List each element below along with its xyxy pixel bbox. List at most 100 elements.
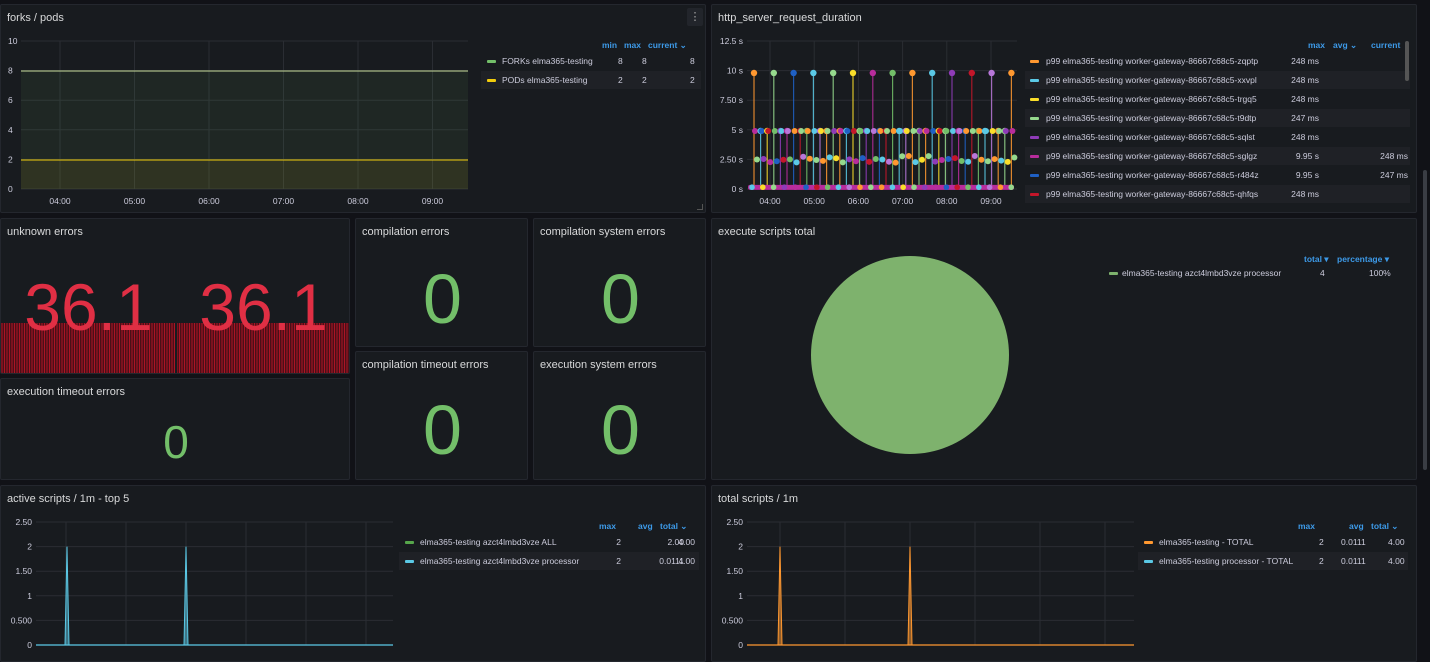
legend-header-total[interactable]: total ⌄ <box>660 521 688 531</box>
legend-header-max[interactable]: max <box>1308 40 1326 50</box>
legend-percentage: 100% <box>1369 268 1391 278</box>
legend-row-pods[interactable]: PODs elma365-testing 2 2 2 <box>481 71 701 89</box>
panel-title: compilation timeout errors <box>362 359 489 371</box>
data-point <box>771 127 778 134</box>
data-point <box>932 184 939 191</box>
pie-slice-processor[interactable] <box>811 256 1009 454</box>
legend-header-avg[interactable]: avg ⌄ <box>1333 40 1358 50</box>
data-point <box>770 69 777 77</box>
data-point <box>971 152 978 159</box>
series-spike <box>183 546 189 646</box>
data-point <box>770 184 777 191</box>
y-tick-label: 2.50 <box>726 517 743 527</box>
data-point <box>983 127 989 134</box>
legend-row[interactable]: elma365-testing azct4lmbd3vze processor 2… <box>399 552 699 570</box>
legend-row[interactable]: p99 elma365-testing worker-gateway-86667… <box>1025 90 1410 108</box>
legend-row[interactable]: p99 elma365-testing worker-gateway-86667… <box>1025 128 1410 146</box>
data-point <box>878 184 885 191</box>
legend-header-avg[interactable]: avg <box>638 521 653 531</box>
data-point <box>919 156 925 163</box>
legend-max: 248 ms <box>1291 132 1319 142</box>
legend-label: p99 elma365-testing worker-gateway-86667… <box>1046 56 1259 66</box>
y-tick-label: 7.50 s <box>720 95 743 105</box>
data-point <box>793 159 800 166</box>
legend-row[interactable]: p99 elma365-testing worker-gateway-86667… <box>1025 71 1410 89</box>
legend-row[interactable]: p99 elma365-testing worker-gateway-86667… <box>1025 147 1410 165</box>
legend-max: 2 <box>616 537 621 547</box>
page-scrollbar[interactable] <box>1423 170 1427 470</box>
data-point <box>798 127 805 134</box>
legend-header-max[interactable]: max <box>624 40 642 50</box>
legend-header-current[interactable]: current <box>1371 40 1401 50</box>
forks-pods-panel: forks / pods ⋮ 10 8 6 4 2 0 04:00 05:00 06:00 07:… <box>0 4 706 213</box>
legend-header-avg[interactable]: avg <box>1349 521 1364 531</box>
panel-title: unknown errors <box>7 226 83 238</box>
execute-scripts-pie-chart <box>811 256 1009 454</box>
data-point <box>824 184 831 191</box>
legend-header-total[interactable]: total ⌄ <box>1371 521 1399 531</box>
legend-header-total[interactable]: total ▾ <box>1304 254 1329 264</box>
legend-header-current[interactable]: current ⌄ <box>648 40 687 50</box>
legend-header-min[interactable]: min <box>602 40 618 50</box>
data-point <box>879 156 886 163</box>
data-point <box>806 155 813 162</box>
legend-max: 248 ms <box>1291 56 1319 66</box>
compilation-timeout-errors-panel: compilation timeout errors 0 <box>355 351 528 480</box>
legend-max: 2 <box>1319 537 1324 547</box>
data-point <box>765 127 772 134</box>
execute-scripts-legend: total ▾ percentage ▾ elma365-testing azc… <box>1102 251 1402 291</box>
panel-title: http_server_request_duration <box>718 12 862 24</box>
x-tick-label: 04:00 <box>759 196 781 206</box>
data-point <box>811 127 818 134</box>
data-point <box>859 155 866 162</box>
legend-row[interactable]: elma365-testing - TOTAL 2 0.0111 4.00 <box>1138 533 1408 551</box>
execute-scripts-total-panel: execute scripts total total ▾ percentage… <box>711 218 1417 480</box>
x-tick-label: 07:00 <box>892 196 914 206</box>
data-point <box>791 127 798 134</box>
data-point <box>925 153 932 160</box>
legend-swatch <box>1109 272 1118 275</box>
legend-swatch <box>487 79 496 82</box>
unknown-errors-value-1: 36.1 <box>24 270 153 344</box>
data-point <box>866 158 873 165</box>
data-point <box>787 156 793 163</box>
data-point <box>965 184 971 191</box>
legend-row[interactable]: p99 elma365-testing worker-gateway-86667… <box>1025 185 1410 203</box>
compilation-errors-value: 0 <box>423 260 462 338</box>
legend-row[interactable]: elma365-testing azct4lmbd3vze ALL 2 2.00 4.… <box>399 533 699 551</box>
legend-scrollbar[interactable] <box>1405 41 1409 81</box>
legend-label: elma365-testing processor - TOTAL <box>1159 556 1294 566</box>
legend-label: p99 elma365-testing worker-gateway-86667… <box>1046 170 1259 180</box>
legend-row[interactable]: p99 elma365-testing worker-gateway-86667… <box>1025 109 1410 127</box>
kebab-menu-icon[interactable]: ⋮ <box>687 8 703 26</box>
data-point <box>986 184 993 191</box>
panel-title: total scripts / 1m <box>718 493 799 505</box>
legend-row[interactable]: elma365-testing processor - TOTAL 2 0.0111… <box>1138 552 1408 570</box>
resize-handle[interactable] <box>697 204 703 210</box>
execution-timeout-errors-value: 0 <box>163 416 189 468</box>
data-point <box>872 155 879 162</box>
data-point <box>922 184 928 191</box>
data-point <box>912 159 919 166</box>
data-point <box>884 127 890 134</box>
legend-row[interactable]: p99 elma365-testing worker-gateway-86667… <box>1025 52 1410 70</box>
data-point <box>892 159 899 166</box>
legend-header-max[interactable]: max <box>1298 521 1316 531</box>
data-point <box>1011 154 1018 161</box>
legend-current: 248 ms <box>1380 151 1408 161</box>
data-point <box>909 69 916 77</box>
legend-max: 2 <box>642 75 647 85</box>
legend-row-forks[interactable]: FORKs elma365-testing 8 8 8 <box>481 52 701 70</box>
data-point <box>830 69 837 77</box>
legend-max: 248 ms <box>1291 189 1319 199</box>
legend-row[interactable]: p99 elma365-testing worker-gateway-86667… <box>1025 166 1410 184</box>
series-spike <box>64 546 70 646</box>
data-point <box>826 154 833 161</box>
http-legend: max avg ⌄ current p99 elma365-testing wo… <box>1025 37 1410 207</box>
data-point <box>952 155 958 162</box>
legend-header-max[interactable]: max <box>599 521 617 531</box>
data-point <box>839 159 846 166</box>
legend-swatch <box>1030 155 1039 158</box>
legend-row-processor[interactable]: elma365-testing azct4lmbd3vze processor … <box>1102 264 1402 282</box>
legend-header-percentage[interactable]: percentage ▾ <box>1337 254 1389 264</box>
